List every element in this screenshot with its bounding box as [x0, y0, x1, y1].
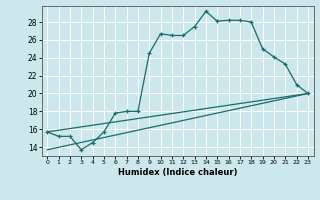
- X-axis label: Humidex (Indice chaleur): Humidex (Indice chaleur): [118, 168, 237, 177]
